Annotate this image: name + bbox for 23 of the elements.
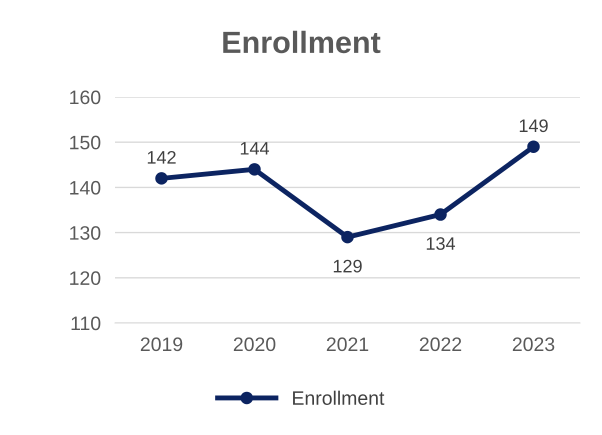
x-tick-label: 2019 [140,337,182,352]
y-tick-label: 120 [70,271,100,286]
data-label: 129 [334,260,362,273]
point [341,230,354,244]
point [248,163,261,176]
point [434,208,447,221]
y-tick-label: 160 [70,90,100,104]
point [527,140,540,153]
x-tick-label: 2022 [420,337,462,352]
x-tick-label: 2023 [512,337,554,352]
x-tick-label: 2020 [234,337,276,352]
y-tick-label: 150 [70,136,100,150]
point [155,172,168,185]
data-label: 134 [426,237,456,250]
data-label: 144 [240,142,270,155]
legend-label: Enrollment [293,390,384,405]
data-label: 142 [148,150,176,164]
chart-title: Enrollment [223,30,380,54]
y-tick-label: 140 [70,180,100,195]
x-tick-label: 2021 [326,337,368,352]
y-tick-label: 130 [70,226,100,240]
data-label: 149 [520,119,548,132]
y-tick-label: 110 [72,316,100,330]
